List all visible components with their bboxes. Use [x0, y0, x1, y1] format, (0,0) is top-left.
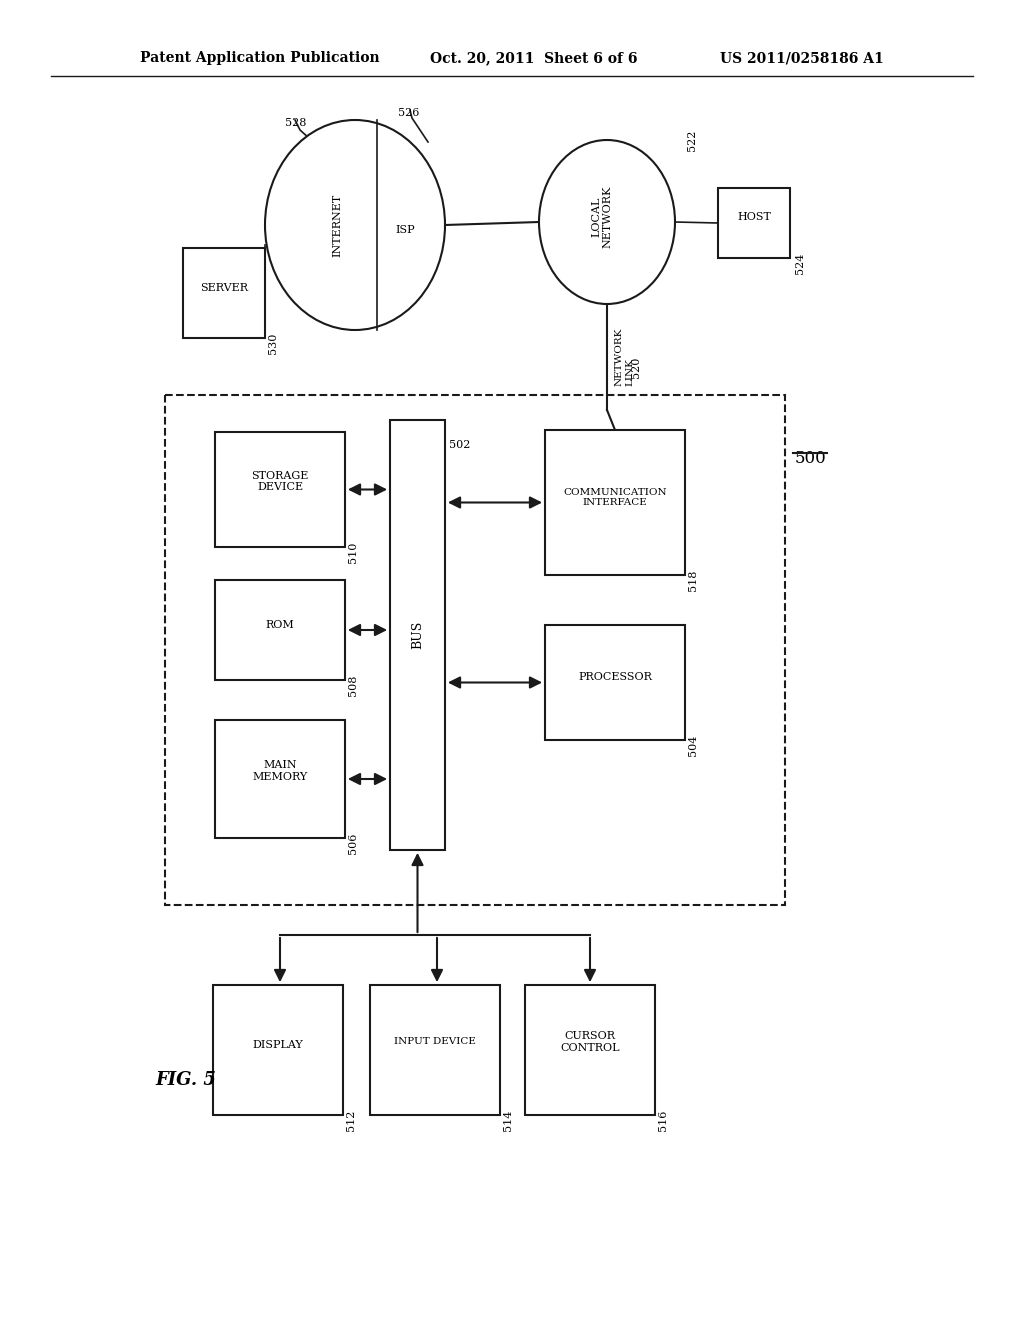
Text: 510: 510 [348, 543, 358, 564]
Text: BUS: BUS [411, 620, 424, 649]
Text: COMMUNICATION
INTERFACE: COMMUNICATION INTERFACE [563, 488, 667, 507]
Text: 528: 528 [285, 117, 306, 128]
Text: 512: 512 [346, 1110, 356, 1131]
Bar [165, 395, 785, 906]
Text: FIG. 5: FIG. 5 [155, 1071, 216, 1089]
Text: 522: 522 [687, 129, 697, 152]
Text: 520: 520 [631, 356, 641, 378]
Bar [215, 719, 345, 838]
Text: Oct. 20, 2011  Sheet 6 of 6: Oct. 20, 2011 Sheet 6 of 6 [430, 51, 638, 65]
Text: 508: 508 [348, 675, 358, 697]
Bar [215, 579, 345, 680]
Text: ISP: ISP [395, 224, 415, 235]
Text: INTERNET: INTERNET [332, 193, 342, 256]
Bar [525, 985, 655, 1115]
Ellipse shape [265, 120, 445, 330]
Text: 506: 506 [348, 833, 358, 854]
Bar [213, 985, 343, 1115]
Text: 518: 518 [688, 570, 698, 591]
Text: STORAGE
DEVICE: STORAGE DEVICE [251, 471, 308, 492]
Text: 524: 524 [795, 253, 805, 275]
Text: 516: 516 [658, 1110, 668, 1131]
Bar [390, 420, 445, 850]
Bar [718, 187, 790, 257]
Text: 530: 530 [268, 333, 278, 354]
Text: CURSOR
CONTROL: CURSOR CONTROL [560, 1031, 620, 1053]
Text: HOST: HOST [737, 213, 771, 222]
Text: 504: 504 [688, 735, 698, 756]
Text: LOCAL
NETWORK: LOCAL NETWORK [591, 186, 612, 248]
Text: MAIN
MEMORY: MAIN MEMORY [252, 760, 307, 781]
Bar [545, 430, 685, 576]
Text: Patent Application Publication: Patent Application Publication [140, 51, 380, 65]
Text: PROCESSOR: PROCESSOR [579, 672, 652, 682]
Text: INPUT DEVICE: INPUT DEVICE [394, 1038, 476, 1047]
Text: NETWORK
LINK: NETWORK LINK [615, 327, 635, 387]
Text: US 2011/0258186 A1: US 2011/0258186 A1 [720, 51, 884, 65]
Text: SERVER: SERVER [200, 282, 248, 293]
Text: 514: 514 [503, 1110, 513, 1131]
Text: 500: 500 [795, 450, 826, 467]
Text: 526: 526 [398, 108, 420, 117]
Text: 502: 502 [449, 440, 470, 450]
Bar [370, 985, 500, 1115]
Ellipse shape [539, 140, 675, 304]
Text: DISPLAY: DISPLAY [253, 1040, 303, 1049]
Bar [545, 624, 685, 741]
Text: ROM: ROM [265, 620, 294, 630]
Bar [183, 248, 265, 338]
Bar [215, 432, 345, 546]
